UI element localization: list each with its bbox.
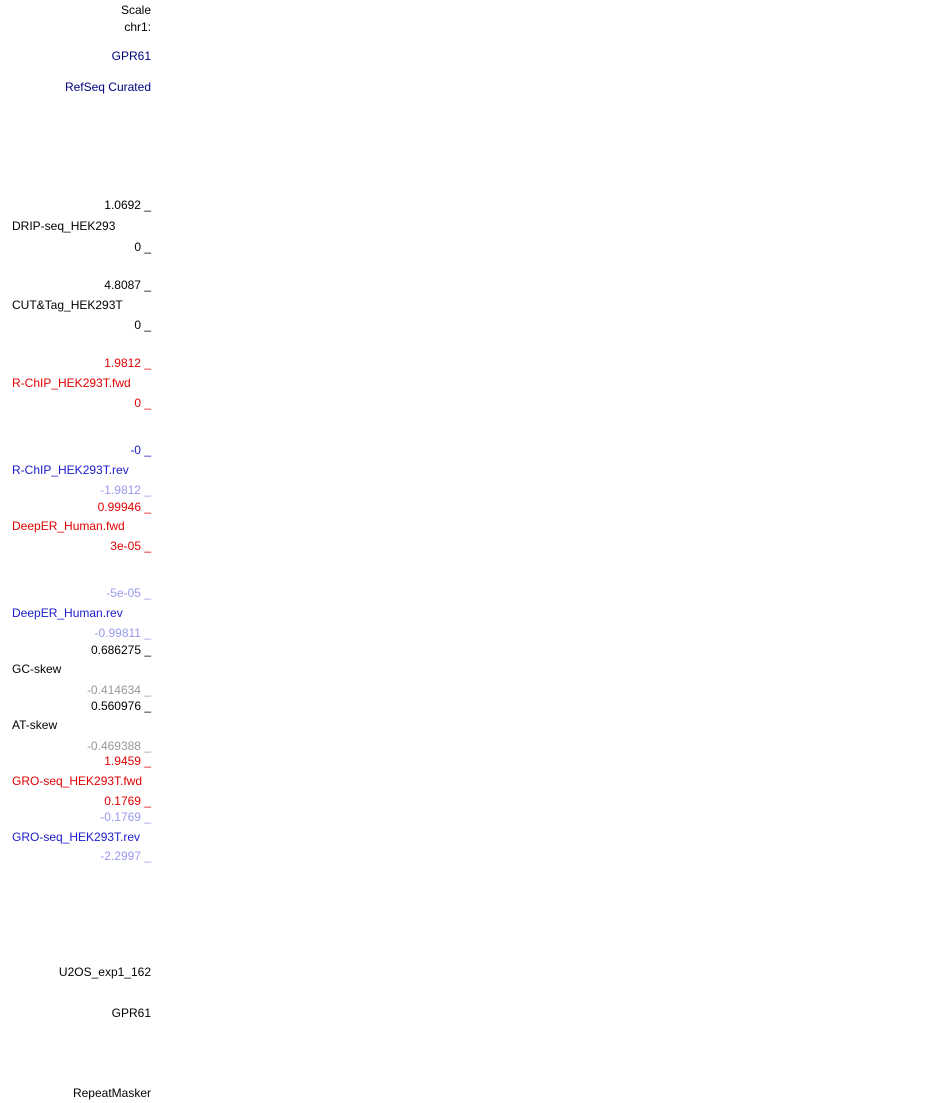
- gene-label-gpr61-bottom[interactable]: GPR61: [111, 1006, 151, 1020]
- track-max-value: 0.560976 _: [90, 699, 151, 713]
- track-label-u2os-exp1-162[interactable]: U2OS_exp1_162: [58, 965, 151, 979]
- track-min-value: -0.99811 _: [94, 626, 152, 640]
- track-max-value: 1.9459 _: [104, 754, 151, 768]
- track-min-value: -1.9812 _: [100, 483, 151, 497]
- track-max-value: 0.99946 _: [97, 500, 151, 514]
- track-min-value: -0.469388 _: [86, 739, 151, 753]
- track-min-value: 0 _: [134, 318, 151, 332]
- track-label-gro-seq-hek293t-fwd[interactable]: GRO-seq_HEK293T.fwd: [12, 774, 143, 788]
- track-max-value: 0.686275 _: [90, 643, 151, 657]
- track-label-r-chip-hek293t-fwd[interactable]: R-ChIP_HEK293T.fwd: [12, 376, 131, 390]
- track-min-value: 3e-05 _: [110, 539, 151, 553]
- track-label-refseq-curated[interactable]: RefSeq Curated: [64, 80, 151, 94]
- track-min-value: 0 _: [134, 240, 151, 254]
- track-min-value: -0.414634 _: [86, 683, 151, 697]
- track-label-deeper-human-fwd[interactable]: DeepER_Human.fwd: [12, 519, 125, 533]
- track-label-deeper-human-rev[interactable]: DeepER_Human.rev: [12, 606, 123, 620]
- track-label-drip-seq-hek293[interactable]: DRIP-seq_HEK293: [12, 219, 116, 233]
- track-min-value: 0.1769 _: [104, 794, 151, 808]
- track-min-value: 0 _: [134, 396, 151, 410]
- gene-label-gpr61-top[interactable]: GPR61: [111, 49, 151, 63]
- track-min-value: -2.2997 _: [100, 849, 151, 863]
- track-label-repeatmasker[interactable]: RepeatMasker: [72, 1086, 151, 1100]
- track-max-value: -5e-05 _: [106, 586, 151, 600]
- track-label-cut-and-tag-hek293t[interactable]: CUT&Tag_HEK293T: [12, 298, 123, 312]
- track-label-gro-seq-hek293t-rev[interactable]: GRO-seq_HEK293T.rev: [12, 830, 141, 844]
- track-label-at-skew[interactable]: AT-skew: [12, 718, 58, 732]
- chromosome-position-label: chr1:: [124, 20, 151, 34]
- track-max-value: -0.1769 _: [100, 810, 151, 824]
- track-max-value: -0 _: [130, 443, 151, 457]
- scale-label: Scale: [120, 3, 151, 17]
- track-max-value: 1.0692 _: [104, 198, 151, 212]
- track-max-value: 4.8087 _: [104, 278, 151, 292]
- track-max-value: 1.9812 _: [104, 356, 151, 370]
- track-label-gc-skew[interactable]: GC-skew: [12, 662, 62, 676]
- track-label-r-chip-hek293t-rev[interactable]: R-ChIP_HEK293T.rev: [12, 463, 129, 477]
